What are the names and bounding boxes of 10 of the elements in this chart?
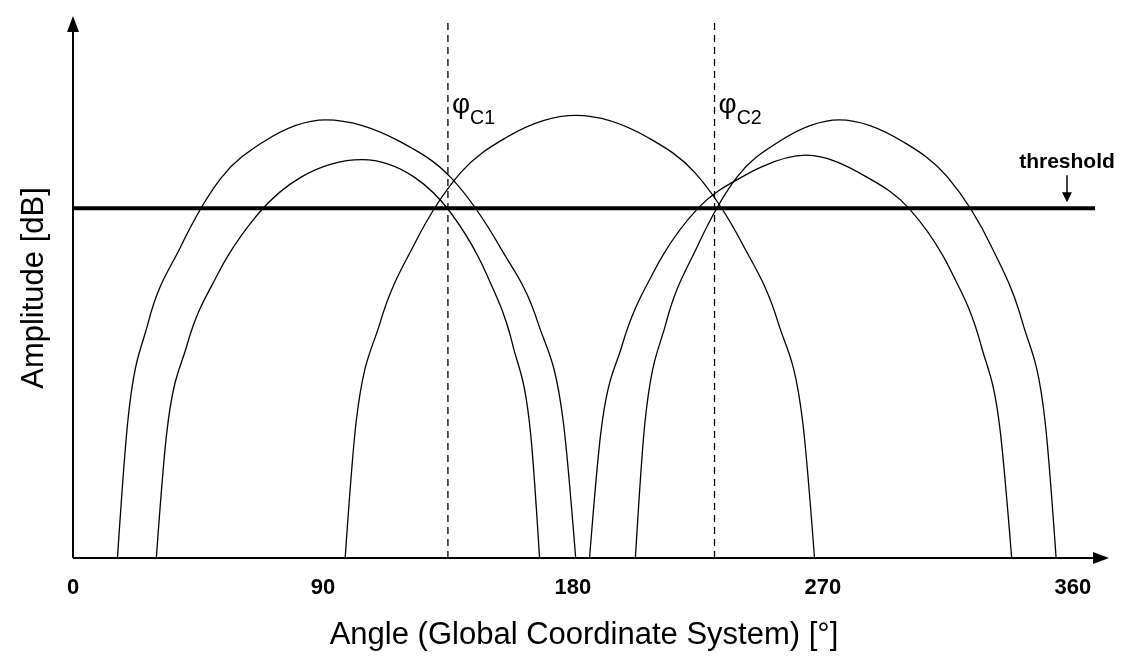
- x-tick-label: 360: [1054, 573, 1092, 599]
- ref-line-label: φ$_{C1}$: [451, 88, 496, 128]
- x-tick-label: 270: [804, 573, 842, 599]
- x-tick-label: 90: [310, 573, 336, 599]
- ref-line-label: φ$_{C2}$: [718, 88, 762, 128]
- x-tick-label: 180: [554, 573, 592, 599]
- x-tick-label: 0: [66, 573, 80, 599]
- x-axis-title: Angle (Global Coordinate System) [°]: [329, 616, 839, 651]
- y-axis-title: Amplitude [dB]: [15, 187, 50, 389]
- ref-line-label: threshold: [1019, 149, 1115, 173]
